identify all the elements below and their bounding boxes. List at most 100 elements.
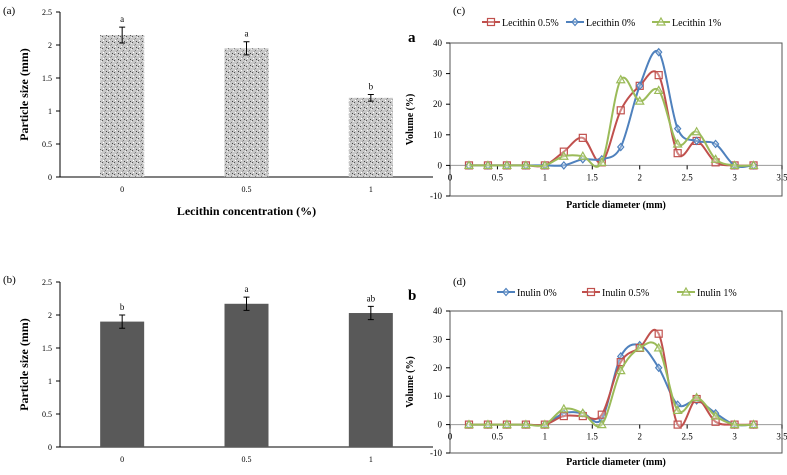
triangle-marker	[463, 160, 475, 169]
panel-label: (d)	[453, 276, 466, 288]
square-marker	[711, 417, 720, 426]
square-marker	[486, 17, 496, 27]
diamond-marker	[560, 160, 568, 170]
y-tick-label: 2	[48, 311, 52, 320]
y-tick-label: 0	[48, 443, 52, 452]
panel-label: (a)	[3, 5, 16, 17]
y-tick-label: 0.5	[42, 140, 52, 149]
x-tick-label: 1	[543, 172, 548, 182]
significance-letter: a	[120, 14, 124, 24]
y-tick-label: 1.5	[42, 344, 52, 353]
x-tick-label: 1	[369, 455, 373, 464]
y-tick-label: 40	[433, 306, 443, 316]
error-bar	[119, 26, 126, 44]
triangle-marker	[691, 392, 702, 402]
y-axis-title: Particle size (mm)	[17, 318, 31, 411]
triangle-marker	[558, 151, 569, 160]
triangle-marker	[482, 160, 493, 169]
y-tick-label: 2.5	[42, 278, 52, 287]
y-tick-label: 2.5	[42, 8, 52, 17]
legend-entry: Lecithin 0%	[566, 17, 635, 29]
triangle-marker	[596, 419, 607, 429]
triangle-marker	[539, 160, 550, 169]
triangle-marker	[615, 74, 626, 84]
diamond-marker	[654, 47, 663, 57]
x-tick-label: 0	[448, 432, 453, 442]
triangle-marker	[672, 138, 683, 148]
x-axis-title: Particle diameter (mm)	[566, 457, 666, 468]
x-tick-label: 0.5	[242, 455, 252, 464]
square-marker	[673, 149, 682, 158]
y-tick-label: 0.5	[42, 410, 52, 419]
error-bar	[119, 314, 126, 329]
corner-label: a	[408, 30, 416, 46]
triangle-marker	[655, 16, 667, 26]
legend-label: Inulin 0%	[517, 288, 557, 299]
y-tick-label: 1.5	[42, 74, 52, 83]
y-tick-label: 2	[48, 41, 52, 50]
chart-d: (d) -10 0 10 20 30 40 0 0.5 1 1.5 2 2.5 3 3.5 Particle …	[405, 276, 787, 468]
triangle-marker	[596, 157, 607, 166]
x-tick-label: 2.5	[682, 432, 694, 442]
diamond-marker	[673, 124, 682, 134]
legend-label: Lecithin 1%	[672, 18, 721, 29]
chart-c: (c) -10 0 10 20 30 40 0 0.5 1 1.5 2 2.5 3 3.5 Particle …	[405, 5, 787, 211]
triangle-marker	[577, 408, 588, 417]
series-lecithin-0-	[465, 47, 758, 170]
y-tick-label: 30	[433, 334, 443, 344]
y-tick-label: 10	[433, 130, 443, 140]
x-tick-label: 2.5	[682, 172, 694, 182]
triangle-marker	[672, 405, 683, 414]
y-axis-title: Particle size (mm)	[17, 48, 31, 141]
triangle-marker	[653, 85, 664, 95]
x-tick-label: 0	[120, 185, 124, 194]
plot-area	[449, 310, 783, 454]
triangle-marker	[577, 151, 588, 160]
x-tick-label: 1.5	[587, 432, 599, 442]
series-inulin-0-	[465, 340, 758, 430]
triangle-marker	[710, 410, 721, 420]
x-tick-label: 1	[369, 185, 373, 194]
triangle-marker	[558, 403, 569, 413]
x-tick-label: 3.5	[776, 172, 787, 182]
diamond-marker	[635, 81, 644, 91]
y-tick-label: 10	[433, 391, 443, 401]
triangle-marker	[634, 95, 645, 105]
square-marker	[578, 133, 587, 142]
bar	[100, 321, 145, 447]
x-tick-label: 2	[637, 172, 642, 182]
significance-letter: b	[120, 302, 125, 312]
x-tick-label: 2	[637, 432, 642, 442]
square-marker	[616, 106, 625, 115]
triangle-marker	[501, 160, 512, 169]
y-tick-label: 40	[433, 38, 443, 48]
bar	[100, 35, 145, 177]
y-tick-label: 0	[438, 420, 443, 430]
bar	[224, 48, 269, 177]
diamond-marker	[692, 136, 701, 146]
triangle-marker	[520, 419, 531, 429]
triangle-marker	[729, 160, 740, 169]
diamond-marker	[616, 142, 625, 152]
y-tick-label: 1	[48, 377, 52, 386]
x-tick-label: 0.5	[492, 432, 504, 442]
x-axis-title: Lecithin concentration (%)	[177, 204, 316, 218]
error-bar	[243, 296, 250, 311]
legend-label: Inulin 0.5%	[602, 288, 649, 299]
panel-label: (b)	[3, 274, 16, 286]
legend-label: Lecithin 0%	[586, 18, 635, 29]
triangle-marker	[463, 419, 475, 429]
legend-entry: Inulin 0.5%	[582, 287, 649, 299]
triangle-marker	[680, 286, 692, 296]
triangle-marker	[634, 342, 645, 352]
triangle-marker	[520, 160, 531, 169]
significance-letter: a	[245, 29, 249, 39]
significance-letter: b	[369, 82, 374, 92]
bar	[348, 97, 393, 177]
series-inulin-1-	[463, 341, 759, 429]
triangle-marker	[615, 365, 626, 375]
y-tick-label: -10	[430, 448, 442, 458]
legend-label: Lecithin 0.5%	[502, 18, 559, 29]
triangle-marker	[748, 419, 759, 429]
